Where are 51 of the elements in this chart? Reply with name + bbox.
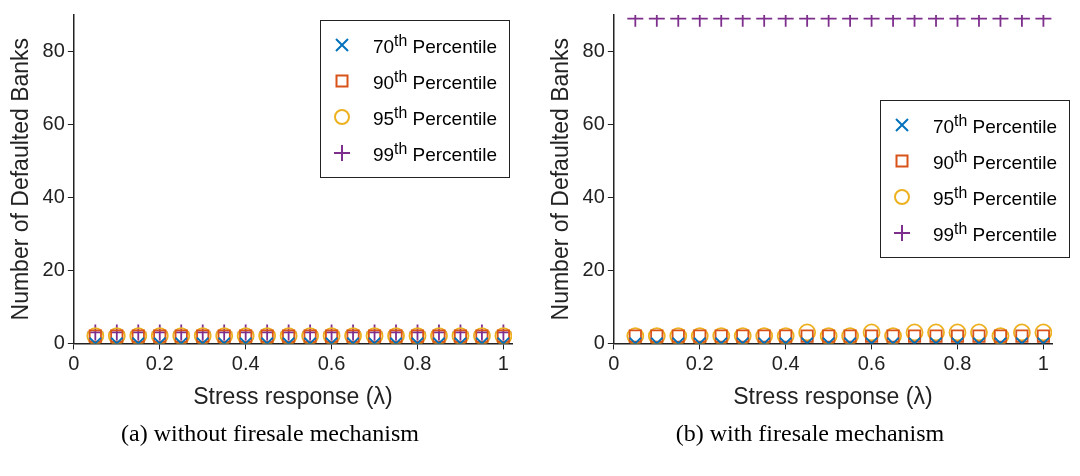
x-tick-label: 1 [497, 351, 509, 374]
y-tick-label: 60 [42, 111, 65, 134]
x-tick-label: 0.4 [771, 351, 800, 374]
point [1015, 329, 1029, 343]
point [862, 323, 881, 342]
x-tick-label: 0.8 [943, 351, 972, 374]
y-tick-label: 0 [53, 330, 65, 353]
legend-label: 99$^{th}$ Percentile [932, 219, 1057, 247]
x-tick-label: 0.6 [857, 351, 886, 374]
x-tick-label: 0.6 [317, 351, 346, 374]
legend-label: 95$^{th}$ Percentile [372, 103, 497, 131]
point [927, 323, 945, 342]
x-tick-label: 1 [1037, 351, 1049, 374]
text: (b) with firesale mechanism [674, 420, 946, 447]
point [972, 329, 986, 343]
legend-label: 70$^{th}$ Percentile [372, 31, 497, 59]
y-tick-label: 40 [42, 184, 65, 207]
y-axis-title: Number of Defaulted Banks [7, 37, 34, 321]
x-axis-title: Stress response (λ) [733, 382, 933, 409]
legend-label: 70$^{th}$ Percentile [932, 111, 1057, 139]
point [970, 323, 988, 342]
y-tick-label: 80 [582, 39, 605, 61]
x-tick-label: 0.4 [231, 351, 260, 374]
point [948, 323, 967, 342]
legend-label: 95$^{th}$ Percentile [932, 183, 1057, 211]
point [1036, 329, 1050, 343]
y-axis-title: Number of Defaulted Banks [547, 37, 574, 321]
x-tick-label: 0.8 [403, 351, 432, 374]
x-axis-title: Stress response (λ) [193, 382, 393, 409]
point [929, 329, 943, 343]
point [1013, 323, 1031, 342]
x-tick-label: 0 [608, 351, 620, 374]
y-tick-label: 20 [42, 257, 65, 280]
x-tick-label: 0 [68, 351, 80, 374]
x-tick-label: 0.2 [145, 351, 174, 374]
point [907, 329, 922, 343]
legend-label: 90$^{th}$ Percentile [932, 147, 1057, 175]
text: (a) without firesale mechanism [120, 420, 420, 447]
y-tick-label: 80 [42, 39, 65, 61]
x-tick-label: 0.2 [685, 351, 714, 374]
legend-label: 99$^{th}$ Percentile [372, 139, 497, 167]
y-tick-label: 60 [582, 111, 605, 134]
y-tick-label: 0 [593, 330, 605, 353]
y-tick-label: 40 [582, 184, 605, 207]
point [1034, 323, 1052, 342]
point [905, 323, 924, 342]
point [798, 323, 817, 342]
y-tick-label: 20 [582, 257, 605, 280]
point [800, 329, 814, 343]
point [950, 329, 965, 343]
legend-label: 90$^{th}$ Percentile [372, 67, 497, 95]
